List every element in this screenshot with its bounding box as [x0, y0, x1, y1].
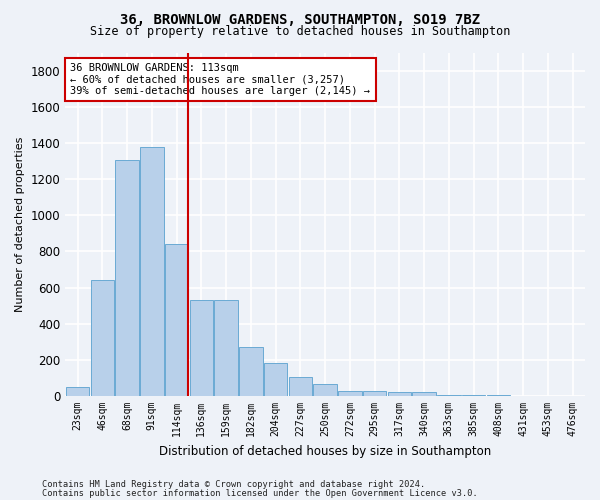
Bar	[264, 362, 287, 396]
Bar	[388, 392, 411, 396]
Bar	[239, 347, 263, 396]
Bar	[412, 392, 436, 396]
Bar	[313, 384, 337, 396]
Bar	[91, 280, 114, 396]
Y-axis label: Number of detached properties: Number of detached properties	[15, 136, 25, 312]
Bar	[462, 394, 485, 396]
Bar	[165, 244, 188, 396]
Text: Contains HM Land Registry data © Crown copyright and database right 2024.: Contains HM Land Registry data © Crown c…	[42, 480, 425, 489]
Text: Size of property relative to detached houses in Southampton: Size of property relative to detached ho…	[90, 25, 510, 38]
Bar	[140, 146, 164, 396]
Bar	[363, 390, 386, 396]
X-axis label: Distribution of detached houses by size in Southampton: Distribution of detached houses by size …	[159, 444, 491, 458]
Bar	[487, 395, 510, 396]
Bar	[190, 300, 213, 396]
Text: 36 BROWNLOW GARDENS: 113sqm
← 60% of detached houses are smaller (3,257)
39% of : 36 BROWNLOW GARDENS: 113sqm ← 60% of det…	[70, 63, 370, 96]
Bar	[289, 377, 312, 396]
Bar	[437, 394, 461, 396]
Text: Contains public sector information licensed under the Open Government Licence v3: Contains public sector information licen…	[42, 489, 478, 498]
Bar	[214, 300, 238, 396]
Bar	[66, 387, 89, 396]
Bar	[115, 160, 139, 396]
Bar	[338, 390, 362, 396]
Text: 36, BROWNLOW GARDENS, SOUTHAMPTON, SO19 7BZ: 36, BROWNLOW GARDENS, SOUTHAMPTON, SO19 …	[120, 12, 480, 26]
